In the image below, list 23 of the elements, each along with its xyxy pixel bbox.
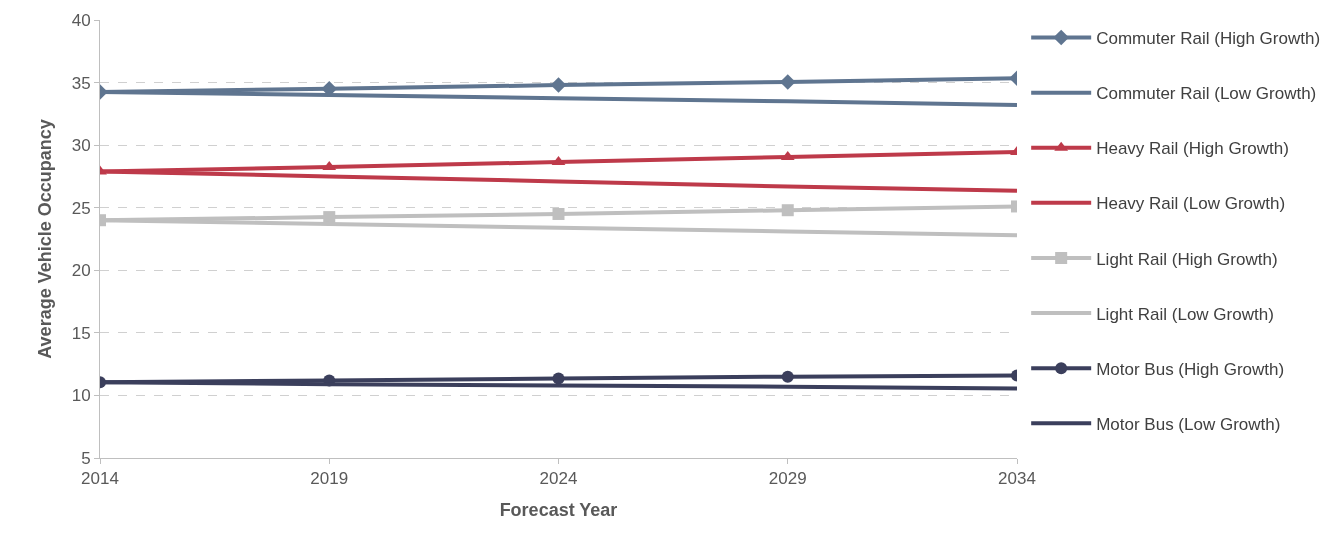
- y-tick-label: 15: [71, 323, 91, 343]
- x-tick-label: 2034: [998, 469, 1036, 489]
- legend-label: Motor Bus (Low Growth): [1096, 414, 1281, 434]
- legend-label: Heavy Rail (Low Growth): [1096, 194, 1286, 214]
- y-tick-label: 5: [81, 448, 91, 468]
- y-axis-title: Average Vehicle Occupancy: [34, 119, 55, 359]
- x-tick-label: 2019: [310, 469, 349, 489]
- y-tick-label: 30: [71, 136, 91, 156]
- y-tick-label: 20: [71, 261, 91, 281]
- legend-label: Heavy Rail (High Growth): [1096, 139, 1289, 159]
- y-tick-label: 10: [71, 386, 91, 406]
- y-tick-label: 25: [71, 198, 91, 218]
- x-tick-label: 2014: [81, 469, 119, 489]
- x-axis-title: Forecast Year: [499, 499, 618, 520]
- y-tick-label: 40: [71, 10, 91, 30]
- y-tick-label: 35: [71, 73, 91, 93]
- legend-label: Commuter Rail (Low Growth): [1096, 84, 1317, 104]
- legend-label: Light Rail (High Growth): [1096, 249, 1278, 269]
- legend-label: Light Rail (Low Growth): [1096, 304, 1274, 324]
- x-tick-label: 2029: [768, 469, 807, 489]
- x-tick-label: 2024: [539, 469, 578, 489]
- legend-label: Commuter Rail (High Growth): [1096, 29, 1321, 49]
- legend-label: Motor Bus (High Growth): [1096, 359, 1285, 379]
